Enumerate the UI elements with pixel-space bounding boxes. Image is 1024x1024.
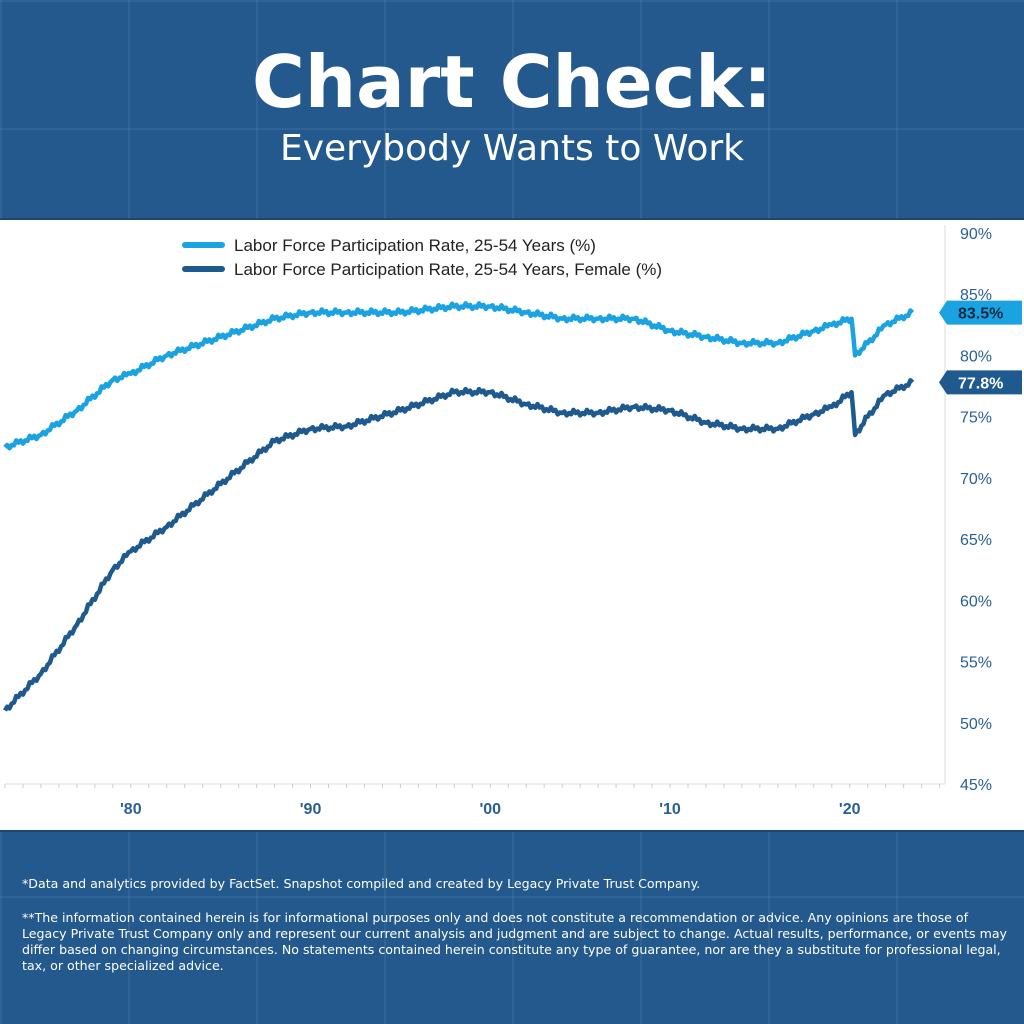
end-value-label-2: 77.8% xyxy=(958,375,1003,392)
chart-panel: 90% 85% 80% 75% 70% 65% 60% 55% 50% 45% '80 '90 '00 '… xyxy=(0,218,1024,832)
line-chart: 90% 85% 80% 75% 70% 65% 60% 55% 50% 45% '80 '90 '00 '… xyxy=(3,225,1022,818)
y-tick-label: 60% xyxy=(960,593,992,610)
end-value-label-1: 83.5% xyxy=(958,306,1003,323)
y-tick-label: 65% xyxy=(960,532,992,549)
series-line-2 xyxy=(3,378,915,712)
page-subtitle: Everybody Wants to Work xyxy=(279,128,744,169)
y-tick-label: 50% xyxy=(960,716,992,733)
disclaimer: **The information contained herein is fo… xyxy=(22,910,1008,973)
y-tick-label: 45% xyxy=(960,777,992,794)
y-tick-label: 80% xyxy=(960,348,992,365)
y-tick-label: 75% xyxy=(960,410,992,427)
source-note: *Data and analytics provided by FactSet.… xyxy=(22,876,701,891)
y-tick-label: 85% xyxy=(960,287,992,304)
legend-label-1: Labor Force Participation Rate, 25-54 Ye… xyxy=(234,236,596,255)
y-tick-label: 90% xyxy=(960,226,992,243)
x-tick-label: '80 xyxy=(120,801,142,818)
x-tick-label: '90 xyxy=(300,801,322,818)
x-tick-label: '00 xyxy=(479,801,501,818)
x-tick-label: '20 xyxy=(839,801,861,818)
end-value-badge-2 xyxy=(939,370,1022,395)
y-tick-label: 55% xyxy=(960,655,992,672)
y-tick-label: 70% xyxy=(960,471,992,488)
series-line-1 xyxy=(3,301,915,451)
x-tick-label: '10 xyxy=(659,801,681,818)
page-title: Chart Check: xyxy=(252,40,772,124)
end-value-badge-1 xyxy=(939,300,1022,325)
legend-label-2: Labor Force Participation Rate, 25-54 Ye… xyxy=(234,260,662,279)
